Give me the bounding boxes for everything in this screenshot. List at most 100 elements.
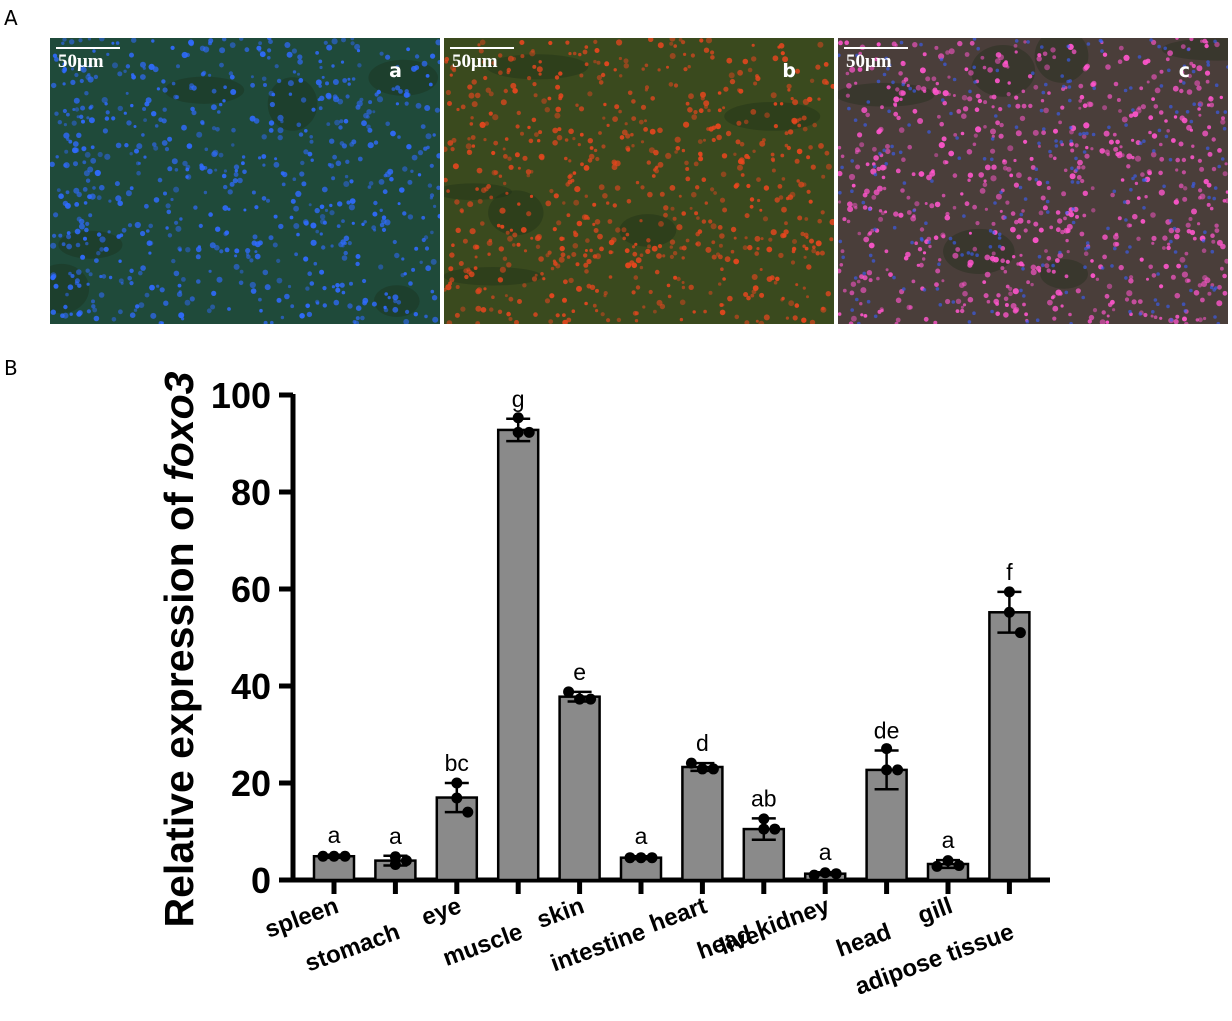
y-tick-label: 40 xyxy=(231,666,271,707)
nucleus-dot xyxy=(471,101,478,108)
nucleus-dot xyxy=(956,109,962,114)
nucleus-dot xyxy=(159,287,165,293)
nucleus-dot xyxy=(787,129,794,135)
nucleus-dot xyxy=(171,258,176,264)
nucleus-dot xyxy=(683,121,690,128)
nucleus-dot xyxy=(368,100,373,105)
nucleus-dot xyxy=(467,201,474,208)
nucleus-dot xyxy=(534,235,541,242)
nucleus-dot xyxy=(1150,151,1157,158)
nucleus-dot xyxy=(125,91,129,95)
nucleus-dot xyxy=(619,135,625,140)
nucleus-dot xyxy=(254,250,258,254)
nucleus-dot xyxy=(63,304,68,310)
nucleus-dot xyxy=(249,281,256,289)
nucleus-dot xyxy=(425,265,432,272)
nucleus-dot xyxy=(1208,96,1214,102)
scale-label: 50μm xyxy=(846,51,892,72)
nucleus-dot xyxy=(403,318,410,324)
nucleus-dot xyxy=(1165,57,1170,62)
nucleus-dot xyxy=(580,162,584,167)
x-tick-label: stomach xyxy=(301,918,403,977)
nucleus-dot xyxy=(689,206,693,210)
micrograph-a: 50μm a xyxy=(50,38,440,324)
nucleus-dot xyxy=(411,267,416,272)
nucleus-dot xyxy=(1148,115,1154,121)
significance-letter: a xyxy=(942,827,955,853)
nucleus-dot xyxy=(526,173,531,178)
nucleus-dot xyxy=(127,276,132,281)
nucleus-dot xyxy=(710,223,717,230)
nucleus-dot xyxy=(385,171,391,178)
nucleus-dot xyxy=(891,80,895,85)
nucleus-dot xyxy=(520,131,524,136)
nucleus-dot xyxy=(916,263,920,267)
nucleus-dot xyxy=(1146,80,1150,84)
nucleus-dot xyxy=(586,283,592,289)
nucleus-dot xyxy=(96,251,101,256)
nucleus-dot xyxy=(305,303,310,309)
nucleus-dot xyxy=(163,300,169,306)
nucleus-dot xyxy=(292,177,297,181)
nucleus-dot xyxy=(838,40,843,46)
nucleus-dot xyxy=(1209,102,1215,108)
nucleus-dot xyxy=(951,300,956,304)
nucleus-dot xyxy=(148,63,155,70)
nucleus-dot xyxy=(514,320,519,324)
nucleus-dot xyxy=(908,86,912,91)
nucleus-dot xyxy=(635,257,642,264)
nucleus-dot xyxy=(584,45,589,49)
nucleus-dot xyxy=(868,242,875,249)
nucleus-dot xyxy=(353,320,360,324)
nucleus-dot xyxy=(1181,271,1188,278)
nucleus-dot xyxy=(293,205,299,212)
nucleus-dot xyxy=(437,60,440,65)
nucleus-dot xyxy=(1196,85,1202,91)
nucleus-dot xyxy=(278,223,284,230)
nucleus-dot xyxy=(576,285,582,292)
nucleus-dot xyxy=(859,142,865,148)
nucleus-dot xyxy=(173,186,180,193)
nucleus-dot xyxy=(744,320,750,324)
nucleus-dot xyxy=(315,229,320,234)
nucleus-dot xyxy=(1183,309,1188,313)
nucleus-dot xyxy=(577,143,581,147)
nucleus-dot xyxy=(990,128,996,135)
nucleus-dot xyxy=(349,281,353,286)
nucleus-dot xyxy=(684,160,689,166)
nucleus-dot xyxy=(115,41,120,45)
nucleus-dot xyxy=(314,207,320,214)
nucleus-dot xyxy=(775,276,780,282)
nucleus-dot xyxy=(1197,283,1203,288)
nucleus-dot xyxy=(491,150,496,156)
nucleus-dot xyxy=(773,124,778,129)
nucleus-dot xyxy=(1216,239,1223,246)
nucleus-dot xyxy=(858,51,862,56)
nucleus-dot xyxy=(309,281,315,286)
nucleus-dot xyxy=(62,200,69,207)
nucleus-dot xyxy=(1170,274,1176,280)
nucleus-dot xyxy=(744,213,750,219)
nucleus-dot xyxy=(991,164,997,170)
nucleus-dot xyxy=(678,194,682,198)
nucleus-dot xyxy=(582,49,588,55)
nucleus-dot xyxy=(881,211,885,216)
nucleus-dot xyxy=(413,312,418,317)
nucleus-dot xyxy=(763,185,770,191)
nucleus-dot xyxy=(538,153,545,160)
nucleus-dot xyxy=(866,100,871,104)
nucleus-dot xyxy=(1179,256,1186,263)
tissue-shadow xyxy=(368,59,438,96)
nucleus-dot xyxy=(69,39,75,45)
nucleus-dot xyxy=(995,193,1002,200)
nucleus-dot xyxy=(584,249,588,252)
nucleus-dot xyxy=(447,101,452,106)
nucleus-dot xyxy=(153,197,160,203)
nucleus-dot xyxy=(1204,277,1211,284)
nucleus-dot xyxy=(585,238,590,243)
nucleus-dot xyxy=(565,40,570,45)
nucleus-dot xyxy=(645,248,651,254)
nucleus-dot xyxy=(597,233,603,240)
nucleus-dot xyxy=(1027,74,1033,79)
nucleus-dot xyxy=(1057,252,1064,259)
